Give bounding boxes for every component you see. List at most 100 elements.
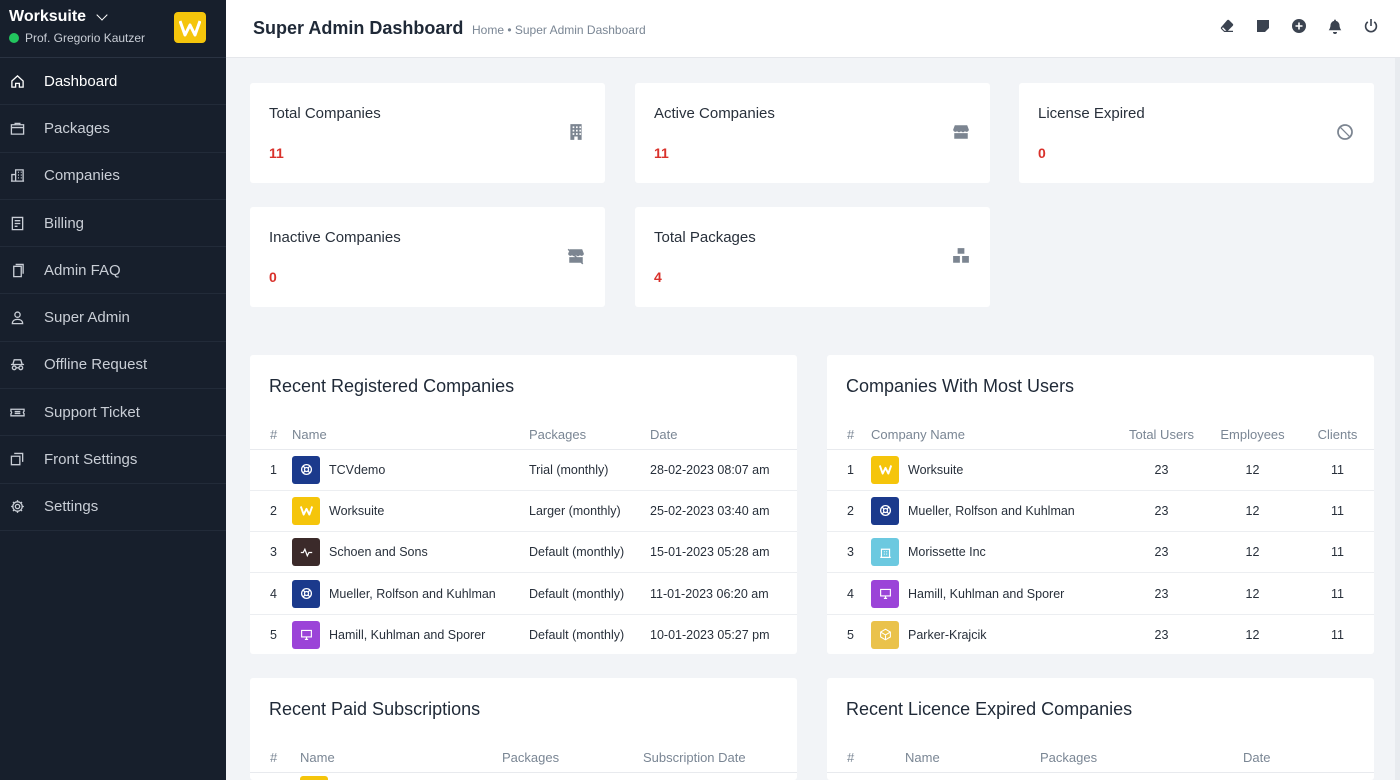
column-header: Name: [292, 421, 529, 450]
company-cell: Mueller, Rolfson and Kuhlman: [871, 490, 1119, 533]
recent-paid-subscriptions-panel: Recent Paid Subscriptions # Name Package…: [250, 678, 797, 780]
layers-icon: [9, 452, 25, 468]
date-cell: 11-01-2023 06:20 am: [650, 572, 797, 615]
column-header: Packages: [1040, 744, 1243, 773]
breadcrumb[interactable]: Home • Super Admin Dashboard: [472, 23, 646, 37]
house-icon: [9, 73, 25, 89]
page-title: Super Admin Dashboard: [253, 18, 464, 38]
brand-header[interactable]: Worksuite Prof. Gregorio Kautzer: [0, 0, 226, 58]
sidebar-item-label: Dashboard: [44, 72, 118, 90]
stat-value: 4: [654, 269, 662, 285]
row-number: 5: [827, 614, 871, 654]
row-number: 2: [250, 490, 292, 533]
stat-card-license-expired[interactable]: License Expired 0: [1019, 83, 1374, 183]
most-users-panel: Companies With Most Users # Company Name…: [827, 355, 1374, 654]
table-row[interactable]: 1 TCVdemo Trial (monthly) 28-02-2023 08:07 …: [250, 449, 797, 491]
sidebar-item-label: Billing: [44, 214, 85, 232]
row-number: 2: [827, 490, 871, 533]
company-name[interactable]: Worksuite: [329, 503, 385, 518]
column-header: #: [827, 744, 905, 773]
table-row[interactable]: 2 Worksuite Larger (monthly) 25-02-2023 03:…: [250, 490, 797, 533]
table-row[interactable]: 3 Schoen and Sons Default (monthly) 15-01-2…: [250, 531, 797, 574]
sidebar-item-support-ticket[interactable]: Support Ticket: [0, 389, 226, 437]
sidebar-item-billing[interactable]: Billing: [0, 200, 226, 248]
company-avatar: [871, 538, 899, 567]
worksuite-logo[interactable]: [174, 12, 206, 43]
row-number: 4: [250, 572, 292, 615]
panel-title: Recent Paid Subscriptions: [269, 699, 481, 719]
company-name-cell: Worksuite: [292, 496, 529, 525]
table-row[interactable]: 1 Worksuite 23 12 11: [827, 449, 1374, 491]
company-name[interactable]: Mueller, Rolfson and Kuhlman: [908, 503, 1075, 518]
clients-cell: 11: [1301, 531, 1374, 574]
column-header: #: [250, 421, 292, 450]
sidebar-item-label: Packages: [44, 119, 110, 137]
table-row[interactable]: 3 Morissette Inc 23 12 11: [827, 531, 1374, 574]
package-cell: Default (monthly): [529, 572, 650, 615]
chevron-down-icon[interactable]: [96, 9, 108, 21]
plus-circle-icon[interactable]: [1290, 17, 1308, 35]
stat-card-inactive-companies[interactable]: Inactive Companies 0: [250, 207, 605, 307]
company-name[interactable]: Schoen and Sons: [329, 545, 428, 560]
company-name[interactable]: Hamill, Kuhlman and Sporer: [908, 586, 1065, 601]
sidebar-item-label: Settings: [44, 498, 99, 516]
worksuite-logo: [299, 506, 313, 516]
clients-cell: 11: [1301, 614, 1374, 654]
company-avatar: [871, 455, 899, 484]
company-avatar: [871, 620, 899, 649]
table-row[interactable]: 2 Mueller, Rolfson and Kuhlman 23 12 11: [827, 490, 1374, 533]
column-header: Employees: [1204, 421, 1301, 450]
stat-value: 11: [269, 145, 284, 161]
table-row[interactable]: 4 Hamill, Kuhlman and Sporer 23 12 11: [827, 572, 1374, 615]
brand-user-row: Prof. Gregorio Kautzer: [9, 31, 226, 45]
company-name[interactable]: Morissette Inc: [908, 545, 986, 560]
sidebar-item-front-settings[interactable]: Front Settings: [0, 436, 226, 484]
incognito-icon: [9, 357, 25, 373]
sidebar-item-settings[interactable]: Settings: [0, 484, 226, 531]
shop-slash-icon: [567, 247, 585, 265]
company-name[interactable]: Worksuite: [908, 462, 964, 477]
sidebar-item-packages[interactable]: Packages: [0, 105, 226, 153]
company-cell: Morissette Inc: [871, 531, 1119, 574]
company-cell: Hamill, Kuhlman and Sporer: [871, 572, 1119, 615]
page-scrollbar[interactable]: [1395, 58, 1400, 780]
building-icon: [567, 123, 585, 141]
package-icon: [9, 120, 25, 136]
files-icon: [9, 262, 25, 278]
sidebar-item-dashboard[interactable]: Dashboard: [0, 58, 226, 106]
sidebar-item-label: Front Settings: [44, 451, 138, 469]
table-row[interactable]: 4 Mueller, Rolfson and Kuhlman Default (mo…: [250, 572, 797, 615]
company-name[interactable]: Mueller, Rolfson and Kuhlman: [329, 586, 496, 601]
panel-title: Recent Licence Expired Companies: [846, 699, 1133, 719]
column-header: Subscription Date: [643, 744, 797, 773]
stat-card-total-companies[interactable]: Total Companies 11: [250, 83, 605, 183]
company-name[interactable]: Parker-Krajcik: [908, 627, 987, 642]
company-name-cell: Morissette Inc: [871, 538, 1119, 567]
company-name[interactable]: Hamill, Kuhlman and Sporer: [329, 627, 486, 642]
sidebar-item-admin-faq[interactable]: Admin FAQ: [0, 247, 226, 295]
company-name[interactable]: TCVdemo: [329, 462, 386, 477]
sidebar-item-label: Support Ticket: [44, 403, 140, 421]
power-icon[interactable]: [1362, 17, 1380, 35]
eraser-icon[interactable]: [1218, 17, 1236, 35]
building-icon: [879, 548, 891, 558]
total-users-cell: 23: [1119, 614, 1204, 654]
package-cell: Trial (monthly): [529, 449, 650, 491]
recent-companies-table: # Name Packages Date 1 TCVdemo Trial (mont…: [250, 421, 797, 654]
stat-card-active-companies[interactable]: Active Companies 11: [635, 83, 990, 183]
sidebar-item-offline-request[interactable]: Offline Request: [0, 342, 226, 390]
stat-card-total-packages[interactable]: Total Packages 4: [635, 207, 990, 307]
sidebar-item-companies[interactable]: Companies: [0, 153, 226, 200]
table-row[interactable]: 5 Hamill, Kuhlman and Sporer Default (mont…: [250, 614, 797, 654]
company-avatar: [292, 538, 320, 567]
sticky-note-icon[interactable]: [1254, 17, 1272, 35]
sidebar-item-super-admin[interactable]: Super Admin: [0, 294, 226, 342]
company-avatar: [871, 579, 899, 608]
company-cell: Mueller, Rolfson and Kuhlman: [292, 572, 529, 615]
table-row[interactable]: 5 Parker-Krajcik 23 12 11: [827, 614, 1374, 654]
total-users-cell: 23: [1119, 572, 1204, 615]
panel-title: Recent Registered Companies: [269, 376, 515, 396]
bell-icon[interactable]: [1326, 17, 1344, 35]
sidebar-nav: Dashboard Packages Companies Billing Admin F…: [0, 58, 226, 531]
online-status-icon: [9, 33, 19, 43]
